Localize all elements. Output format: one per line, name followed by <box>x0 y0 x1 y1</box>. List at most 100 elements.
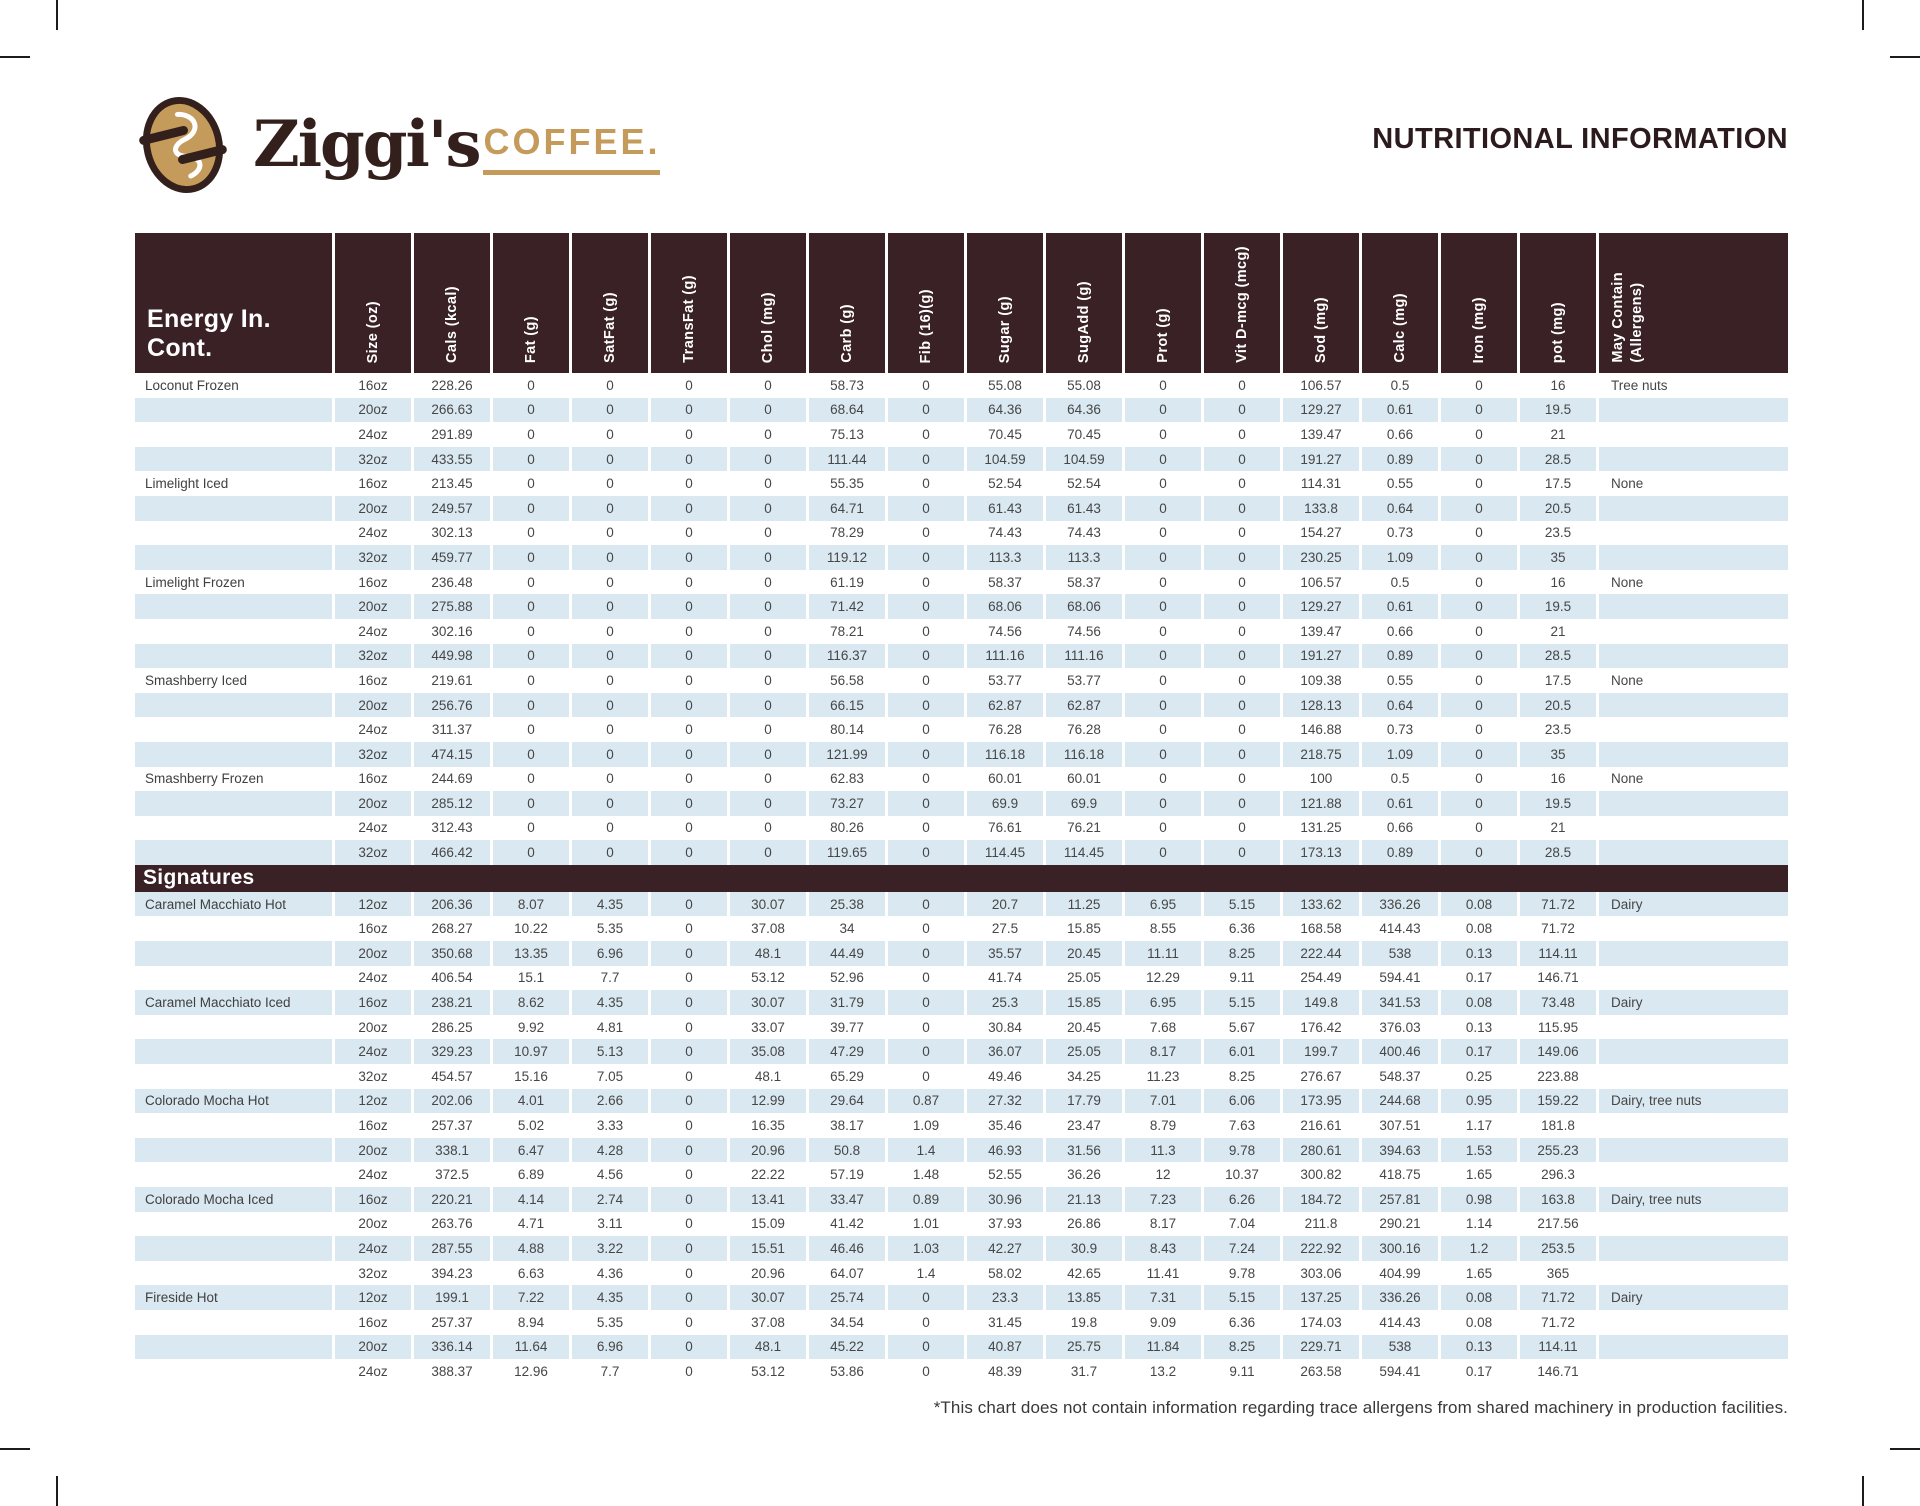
cell-drink-name <box>135 717 335 742</box>
cell-pot: 71.72 <box>1520 891 1599 917</box>
cell-sugar: 37.93 <box>967 1211 1046 1237</box>
allergen-header-label: May Contain (Allergens) <box>1610 272 1645 363</box>
table-row: Limelight Frozen 16oz 236.48 0 0 0 0 61.19 0 58.3… <box>135 569 1788 595</box>
cell-drink-name <box>135 1039 335 1065</box>
cell-transfat: 0 <box>651 1137 730 1163</box>
cell-vitd: 0 <box>1204 815 1283 841</box>
cell-chol: 13.41 <box>730 1187 809 1212</box>
cell-fib: 0 <box>888 397 967 423</box>
cell-sod: 106.57 <box>1283 373 1362 398</box>
cell-sugadd: 60.01 <box>1046 766 1125 792</box>
cell-carb: 57.19 <box>809 1162 888 1187</box>
cell-allergens <box>1599 717 1788 742</box>
cell-chol: 53.12 <box>730 965 809 991</box>
cell-satfat: 3.33 <box>572 1113 651 1138</box>
cell-cals: 256.76 <box>414 692 493 718</box>
cell-fat: 8.94 <box>493 1309 572 1335</box>
cell-vitd: 9.11 <box>1204 965 1283 991</box>
cell-sod: 211.8 <box>1283 1211 1362 1237</box>
cell-prot: 7.31 <box>1125 1285 1204 1310</box>
cell-transfat: 0 <box>651 446 730 472</box>
cell-vitd: 5.67 <box>1204 1014 1283 1040</box>
cell-allergens <box>1599 1039 1788 1064</box>
cell-pot: 23.5 <box>1520 717 1599 742</box>
cell-sod: 184.72 <box>1283 1187 1362 1212</box>
cell-allergens <box>1599 816 1788 841</box>
cell-satfat: 0 <box>572 545 651 570</box>
cell-fib: 0 <box>888 840 967 865</box>
cell-allergens: Dairy <box>1611 896 1643 912</box>
cell-satfat: 0 <box>572 520 651 546</box>
column-header-vitd: Vit D-mcg (mcg) <box>1204 233 1283 373</box>
cell-allergens <box>1599 619 1788 644</box>
cell-sugar: 35.57 <box>967 941 1046 966</box>
cell-chol: 0 <box>730 717 809 742</box>
cell-satfat: 0 <box>572 471 651 496</box>
cell-size: 20oz <box>335 397 414 423</box>
cell-carb: 53.86 <box>809 1359 888 1384</box>
cell-pot: 296.3 <box>1520 1162 1599 1187</box>
crop-mark <box>56 1476 58 1506</box>
cell-fat: 6.47 <box>493 1137 572 1163</box>
cell-drink-name <box>135 1211 335 1237</box>
cell-drink-name: Smashberry Iced <box>135 668 335 693</box>
cell-fib: 0 <box>888 594 967 619</box>
cell-cals: 454.57 <box>414 1064 493 1089</box>
cell-iron: 0 <box>1441 373 1520 398</box>
cell-cals: 338.1 <box>414 1137 493 1163</box>
cell-prot: 8.55 <box>1125 916 1204 942</box>
cell-prot: 0 <box>1125 373 1204 398</box>
cell-cals: 406.54 <box>414 965 493 991</box>
cell-size: 32oz <box>335 1064 414 1089</box>
cell-fib: 0 <box>888 545 967 570</box>
cell-transfat: 0 <box>651 373 730 398</box>
cell-satfat: 0 <box>572 717 651 742</box>
cell-satfat: 0 <box>572 594 651 619</box>
cell-size: 24oz <box>335 520 414 546</box>
cell-carb: 119.65 <box>809 840 888 865</box>
cell-allergens <box>1599 422 1788 447</box>
column-header-label: Sod (mg) <box>1313 296 1329 363</box>
cell-satfat: 0 <box>572 495 651 521</box>
table-row: 32oz 394.23 6.63 4.36 0 20.96 64.07 1.4 58.02 42.… <box>135 1260 1788 1286</box>
cell-transfat: 0 <box>651 1064 730 1089</box>
column-header-label: Cals (kcal) <box>444 286 460 363</box>
cell-calc: 0.66 <box>1362 618 1441 644</box>
cell-carb: 46.46 <box>809 1236 888 1261</box>
cell-vitd: 5.15 <box>1204 1285 1283 1310</box>
cell-size: 24oz <box>335 1236 414 1261</box>
cell-calc: 0.66 <box>1362 422 1441 447</box>
table-row: 24oz 311.37 0 0 0 0 80.14 0 76.28 76.28 0 0 146.88 0.… <box>135 717 1788 742</box>
page-title: NUTRITIONAL INFORMATION <box>1372 123 1788 155</box>
cell-iron: 0 <box>1441 545 1520 570</box>
cell-sugar: 46.93 <box>967 1137 1046 1163</box>
cell-carb: 71.42 <box>809 594 888 619</box>
cell-sod: 121.88 <box>1283 791 1362 816</box>
cell-cals: 268.27 <box>414 916 493 942</box>
cell-pot: 23.5 <box>1520 520 1599 546</box>
cell-calc: 0.5 <box>1362 569 1441 595</box>
cell-sugadd: 15.85 <box>1046 916 1125 942</box>
cell-satfat: 7.7 <box>572 1359 651 1384</box>
cell-size: 20oz <box>335 1211 414 1237</box>
column-header-iron: Iron (mg) <box>1441 233 1520 373</box>
cell-sod: 176.42 <box>1283 1014 1362 1040</box>
cell-iron: 0.08 <box>1441 1309 1520 1335</box>
cell-calc: 400.46 <box>1362 1039 1441 1065</box>
column-header-cals: Cals (kcal) <box>414 233 493 373</box>
cell-sugadd: 36.26 <box>1046 1162 1125 1187</box>
cell-cals: 266.63 <box>414 397 493 423</box>
cell-size: 32oz <box>335 741 414 767</box>
cell-fat: 0 <box>493 545 572 570</box>
column-header-label: pot (mg) <box>1550 301 1566 363</box>
cell-fib: 0 <box>888 891 967 917</box>
cell-fat: 7.22 <box>493 1285 572 1310</box>
cell-drink-name <box>135 1113 335 1138</box>
cell-iron: 0.25 <box>1441 1064 1520 1089</box>
cell-allergens <box>1599 496 1788 521</box>
cell-allergens <box>1599 941 1788 966</box>
cell-transfat: 0 <box>651 569 730 595</box>
cell-cals: 257.37 <box>414 1309 493 1335</box>
cell-calc: 418.75 <box>1362 1162 1441 1187</box>
cell-iron: 0.13 <box>1441 941 1520 966</box>
